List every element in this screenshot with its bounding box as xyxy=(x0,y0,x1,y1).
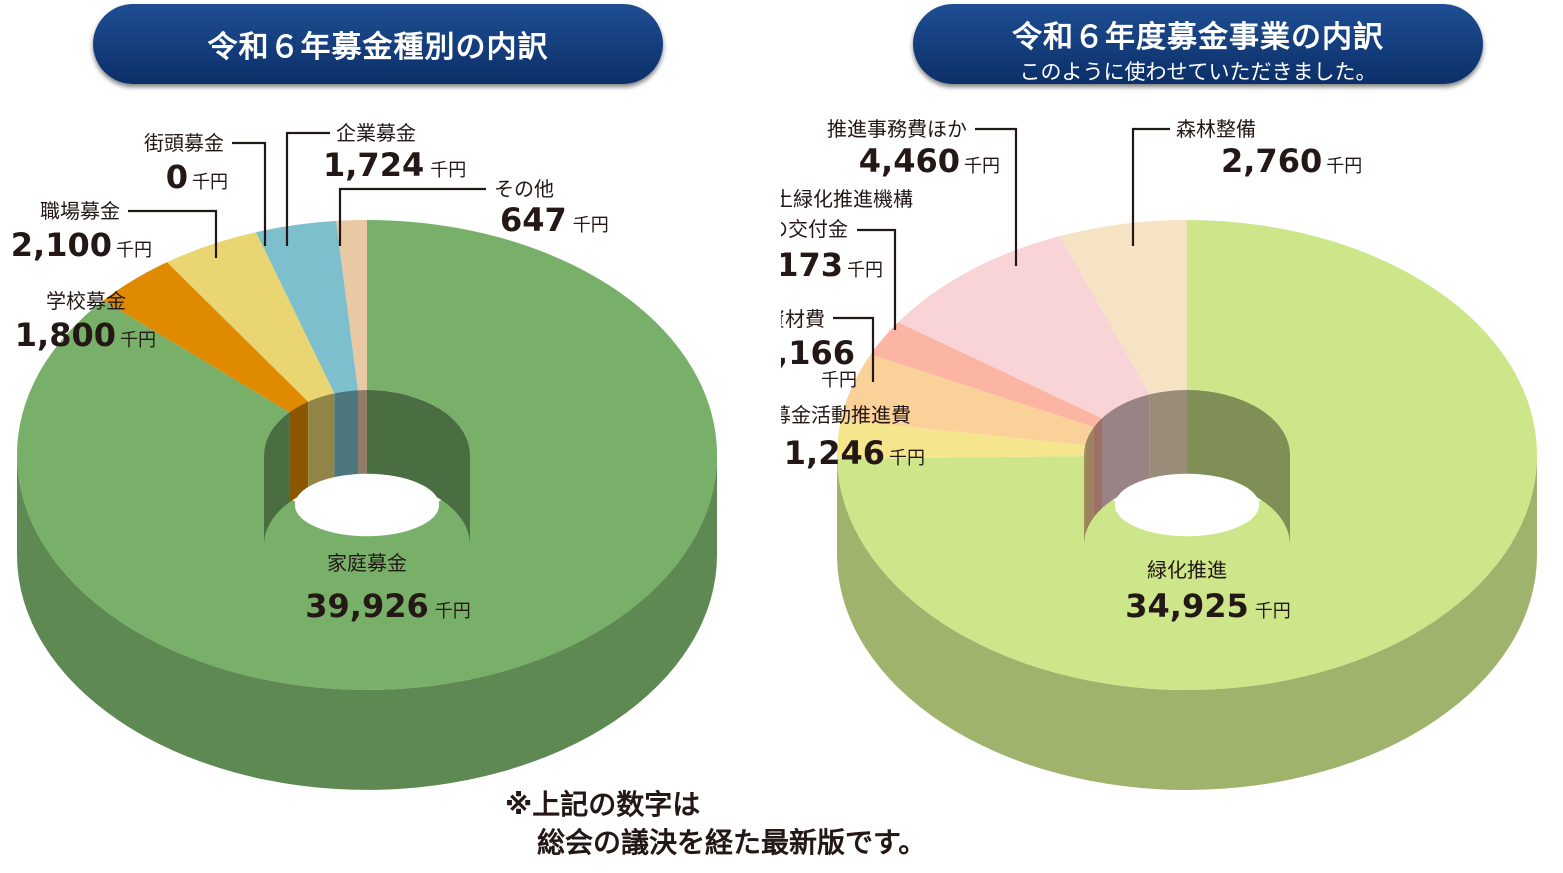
donation-use-label-unit-5: 千円 xyxy=(1326,156,1362,177)
footnote-line-2: 総会の議決を経た最新版です。 xyxy=(537,826,927,859)
donation-use-slice-4 xyxy=(898,235,1150,419)
donation-use-inner-wall-0 xyxy=(1187,390,1290,545)
donation-type-slice-2 xyxy=(167,232,335,402)
donation-use-label-unit-0: 千円 xyxy=(1255,601,1291,622)
donation-type-label-unit-0: 千円 xyxy=(435,601,471,622)
donation-use-label-value-2: 2,166 xyxy=(781,334,855,372)
donation-use-subtitle: このように使わせていただきました。 xyxy=(1019,60,1377,84)
donation-use-label-name-3-line1: 国土緑化推進機構 xyxy=(781,187,913,211)
donation-type-slice-4 xyxy=(256,220,358,394)
donation-use-label-unit-4: 千円 xyxy=(964,156,1000,177)
donation-type-label-unit-1: 千円 xyxy=(120,330,156,351)
donation-use-inner-wall-5 xyxy=(1149,390,1187,485)
donation-use-label-unit-3: 千円 xyxy=(847,260,883,281)
donation-type-title: 令和６年募金種別の内訳 xyxy=(207,30,549,65)
footnote: ※上記の数字は 総会の議決を経た最新版です。 xyxy=(505,786,926,862)
donation-type-header: 令和６年募金種別の内訳 xyxy=(93,4,663,84)
donation-type-label-value-5: 647 xyxy=(500,201,567,239)
donation-use-label-unit-2: 千円 xyxy=(821,370,857,391)
donation-type-leader-lines xyxy=(128,131,486,258)
donation-use-leader-lines xyxy=(833,127,1170,382)
donation-type-center-hole xyxy=(264,390,470,545)
donation-type-leader-3 xyxy=(232,141,267,246)
donation-use-leader-3 xyxy=(857,228,897,330)
donation-type-label-unit-3: 千円 xyxy=(192,172,228,193)
donation-type-hole-opening xyxy=(294,473,440,537)
donation-type-label-unit-2: 千円 xyxy=(116,240,152,261)
donation-type-slice-1 xyxy=(103,262,309,413)
donation-type-side-wall xyxy=(17,455,717,790)
donation-use-side-wall xyxy=(837,455,1537,791)
footnote-line-1: ※上記の数字は xyxy=(505,788,701,821)
donation-use-top-face xyxy=(837,220,1537,690)
donation-use-label-name-1: 募金活動推進費 xyxy=(781,403,911,427)
donation-use-side-0 xyxy=(837,455,1537,791)
donation-type-inner-wall-0 xyxy=(264,412,290,545)
donation-use-label-name-4: 推進事務費ほか xyxy=(827,117,967,141)
donation-use-leader-5 xyxy=(1131,127,1170,246)
donation-type-side-0 xyxy=(17,455,717,790)
donation-use-slice-5 xyxy=(1060,220,1187,395)
donation-type-label-value-0: 39,926 xyxy=(305,587,428,625)
donation-type-inner-wall-0 xyxy=(367,390,470,545)
donation-type-leader-4 xyxy=(285,131,330,246)
donation-type-slice-0 xyxy=(16,220,718,690)
donation-use-header: 令和６年度募金事業の内訳 このように使わせていただきました。 xyxy=(913,4,1483,84)
donation-use-inner-wall-2 xyxy=(1085,427,1094,536)
donation-use-leader-2 xyxy=(833,316,875,382)
donation-use-label-value-5: 2,760 xyxy=(1221,142,1322,180)
donation-type-label-value-1: 1,800 xyxy=(15,316,116,354)
donation-use-label-name-5: 森林整備 xyxy=(1176,117,1256,141)
donation-use-slice-1 xyxy=(837,419,1086,459)
donation-use-inner-wall-3 xyxy=(1093,418,1102,518)
donation-type-label-value-3: 0 xyxy=(166,158,188,196)
donation-type-inner-wall-5 xyxy=(357,390,367,481)
donation-use-label-value-0: 34,925 xyxy=(1125,587,1248,625)
donation-type-leader-2 xyxy=(128,209,218,258)
donation-use-label-value-4: 4,460 xyxy=(859,142,960,180)
donation-use-panel: 令和６年度募金事業の内訳 このように使わせていただきました。 緑化推進 34,92… xyxy=(781,0,1562,873)
donation-use-inner-wall-1 xyxy=(1084,445,1086,545)
donation-use-slice-3 xyxy=(870,322,1102,428)
donation-type-leader-5 xyxy=(338,187,486,246)
donation-use-labels: 緑化推進34,925千円募金活動推進費1,246千円募金資材費2,166千円への… xyxy=(781,117,1362,625)
donation-type-label-name-1: 学校募金 xyxy=(46,289,126,313)
donation-type-panel: 令和６年募金種別の内訳 家庭募金 39,926 千円 学校募金 1,800 千円 職場募金 2… xyxy=(0,0,781,873)
donation-type-label-unit-5: 千円 xyxy=(573,215,609,236)
donation-use-label-name-0: 緑化推進 xyxy=(1147,558,1227,582)
donation-use-hole-opening xyxy=(1114,473,1260,537)
donation-use-slice-0 xyxy=(837,220,1537,690)
donation-use-inner-wall-4 xyxy=(1101,394,1150,509)
donation-use-title: 令和６年度募金事業の内訳 xyxy=(1012,20,1384,55)
donation-use-donut-chart: 緑化推進34,925千円募金活動推進費1,246千円募金資材費2,166千円への… xyxy=(781,117,1537,791)
donation-type-top-face xyxy=(16,220,718,690)
donation-type-inner-wall-1 xyxy=(289,401,309,503)
donation-use-slice-2 xyxy=(840,354,1094,446)
donation-use-label-value-3: 1,173 xyxy=(781,246,843,284)
donation-use-label-name-3: への交付金 xyxy=(781,217,848,241)
donation-type-label-value-4: 1,724 xyxy=(323,146,424,184)
donation-type-label-unit-4: 千円 xyxy=(430,160,466,181)
donation-type-label-name-3: 街頭募金 xyxy=(144,131,224,155)
donation-type-label-name-2: 職場募金 xyxy=(40,199,120,223)
donation-use-center-hole xyxy=(1084,390,1290,545)
donation-type-label-name-0: 家庭募金 xyxy=(327,551,407,575)
donation-use-label-value-1: 1,246 xyxy=(784,434,885,472)
donation-type-label-value-2: 2,100 xyxy=(11,226,112,264)
donation-type-slice-5 xyxy=(336,220,367,391)
donation-use-leader-4 xyxy=(975,127,1018,266)
donation-type-label-name-5: その他 xyxy=(494,177,554,201)
donation-type-inner-wall-2 xyxy=(308,393,335,492)
donation-use-label-unit-1: 千円 xyxy=(889,448,925,469)
donation-use-label-name-2: 募金資材費 xyxy=(781,307,825,331)
donation-type-label-name-4: 企業募金 xyxy=(336,121,416,145)
donation-type-inner-wall-4 xyxy=(334,390,358,484)
